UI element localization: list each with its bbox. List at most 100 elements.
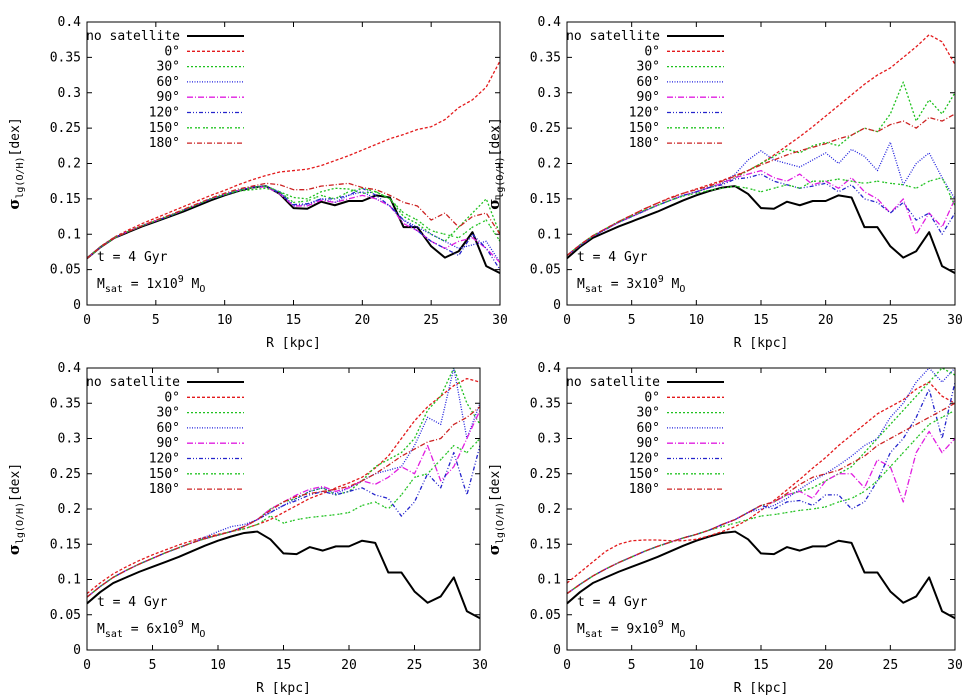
x-tick-label: 10: [689, 658, 705, 673]
legend-label: 180°: [629, 136, 660, 151]
y-tick-label: 0.2: [538, 157, 561, 172]
plot-frame: [566, 21, 956, 306]
mass-subscript: sat: [585, 284, 603, 295]
plot-frame: [566, 367, 956, 651]
mass-exponent: 9: [658, 619, 664, 630]
x-tick-label: 25: [883, 658, 899, 673]
mass-subscript: sat: [585, 629, 603, 640]
y-tick-label: 0.05: [530, 263, 561, 278]
mass-symbol: M: [97, 622, 105, 637]
legend-label: 90°: [157, 90, 180, 105]
mass-symbol: M: [577, 622, 585, 637]
mass-unit: M: [184, 277, 200, 292]
series-line-120deg: [567, 381, 955, 595]
y-tick-label: 0: [553, 298, 561, 313]
mass-exponent: 9: [178, 274, 184, 285]
y-label-sigma: σ: [485, 199, 503, 210]
legend-label: 180°: [149, 482, 180, 497]
series-line-0deg: [87, 377, 480, 595]
series-line-180deg: [567, 113, 955, 256]
legend-label: 30°: [637, 60, 660, 75]
y-tick-label: 0: [553, 643, 561, 658]
y-tick-label: 0.1: [58, 573, 81, 588]
legend-label: 180°: [629, 482, 660, 497]
legend-label: 180°: [149, 136, 180, 151]
y-tick-label: 0.3: [538, 86, 561, 101]
series-line-120deg: [87, 185, 500, 270]
legend-label: no satellite: [566, 29, 660, 44]
x-tick-label: 25: [883, 313, 899, 328]
y-tick-label: 0: [73, 298, 81, 313]
y-tick-label: 0.15: [530, 192, 561, 207]
series-line-150deg: [87, 185, 500, 259]
series-line-180deg: [87, 406, 480, 598]
series-line-30deg: [87, 368, 480, 598]
legend-label: no satellite: [86, 375, 180, 390]
y-tick-label: 0.35: [50, 50, 81, 65]
legend-label: 60°: [157, 75, 180, 90]
series-line-0deg: [567, 381, 955, 584]
x-tick-label: 0: [563, 658, 571, 673]
series-line-120deg: [87, 445, 480, 598]
series-line-60deg: [567, 368, 955, 595]
y-label-subscript: lg(O/H): [495, 156, 506, 198]
legend-label: 30°: [637, 406, 660, 421]
y-tick-label: 0.05: [50, 608, 81, 623]
x-tick-label: 30: [492, 313, 508, 328]
mass-value: = 3x10: [603, 277, 658, 292]
x-tick-label: 30: [472, 658, 488, 673]
series-line-90deg: [567, 169, 955, 256]
y-label-subscript: lg(O/H): [495, 502, 506, 544]
mass-unit-subscript: O: [679, 284, 685, 295]
x-tick-label: 0: [563, 313, 571, 328]
legend-label: 60°: [157, 421, 180, 436]
x-tick-label: 25: [407, 658, 423, 673]
x-tick-label: 15: [753, 658, 769, 673]
y-tick-label: 0.3: [538, 432, 561, 447]
annotation-mass: Msat = 6x109 MO: [97, 619, 205, 640]
x-tick-label: 5: [149, 658, 157, 673]
y-axis-label: σlg(O/H)[dex]: [485, 463, 506, 555]
x-axis-label: R [kpc]: [256, 681, 311, 696]
x-axis-label: R [kpc]: [734, 681, 789, 696]
y-tick-label: 0.35: [50, 396, 81, 411]
legend-label: 120°: [629, 106, 660, 121]
y-tick-label: 0.35: [530, 50, 561, 65]
x-tick-label: 25: [423, 313, 439, 328]
legend-label: 150°: [149, 121, 180, 136]
series-line-150deg: [87, 438, 480, 598]
annotation-time: t = 4 Gyr: [577, 595, 648, 610]
series-line-no-satellite: [87, 530, 480, 620]
x-tick-label: 15: [276, 658, 292, 673]
mass-unit: M: [664, 622, 680, 637]
legend-label: no satellite: [86, 29, 180, 44]
y-label-subscript: lg(O/H): [15, 156, 26, 198]
y-label-unit: [dex]: [8, 463, 23, 502]
y-label-sigma: σ: [5, 544, 23, 555]
series-line-no-satellite: [567, 530, 955, 620]
mass-subscript: sat: [105, 629, 123, 640]
x-tick-label: 20: [341, 658, 357, 673]
series-line-30deg: [87, 187, 500, 259]
x-tick-label: 20: [818, 658, 834, 673]
legend-label: 150°: [629, 121, 660, 136]
y-tick-label: 0.4: [58, 15, 82, 30]
y-tick-label: 0.15: [50, 192, 81, 207]
legend-label: 150°: [629, 467, 660, 482]
y-tick-label: 0.4: [538, 361, 562, 376]
series-line-60deg: [567, 141, 955, 256]
y-tick-label: 0.2: [58, 157, 81, 172]
legend-label: 0°: [644, 44, 660, 59]
mass-value: = 9x10: [603, 622, 658, 637]
annotation-time: t = 4 Gyr: [577, 250, 648, 265]
y-axis-label: σlg(O/H)[dex]: [485, 117, 506, 209]
chart-panel-2: 0 0.05 0.1 0.15 0.2 0.25 0.3 0.35 0.4 0 5 10 15 20 25 3…: [485, 15, 963, 351]
plot-frame: [86, 367, 481, 651]
legend-label: 0°: [644, 390, 660, 405]
series-line-30deg: [567, 81, 955, 256]
y-tick-label: 0.35: [530, 396, 561, 411]
legend-label: 120°: [149, 452, 180, 467]
y-tick-label: 0.2: [58, 502, 81, 517]
y-tick-label: 0.3: [58, 432, 81, 447]
